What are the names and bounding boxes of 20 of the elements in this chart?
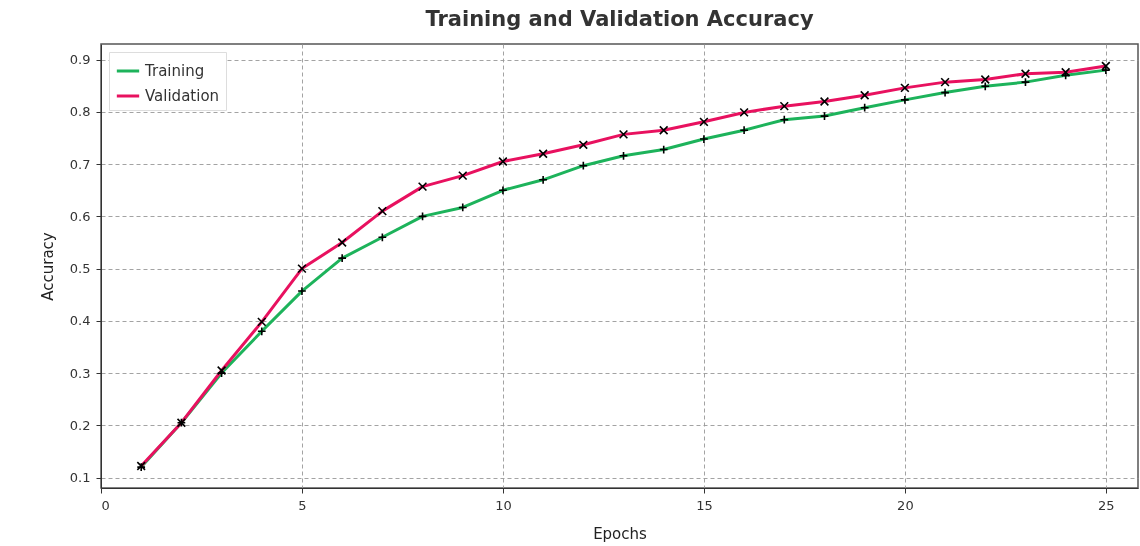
x-tick-label: 15 bbox=[696, 497, 713, 513]
y-tick-label: 0.2 bbox=[69, 417, 91, 433]
legend-label: Validation bbox=[145, 87, 220, 105]
x-tick-label: 5 bbox=[298, 497, 307, 513]
x-tick-label: 0 bbox=[101, 497, 110, 513]
y-tick-label: 0.8 bbox=[69, 104, 91, 120]
x-tick-label: 20 bbox=[897, 497, 914, 513]
chart-title: Training and Validation Accuracy bbox=[425, 7, 814, 31]
y-tick-label: 0.4 bbox=[69, 313, 91, 329]
x-axis-title: Epochs bbox=[593, 524, 648, 543]
x-tick-label: 25 bbox=[1098, 497, 1115, 513]
x-tick-label: 10 bbox=[495, 497, 512, 513]
y-axis-title: Accuracy bbox=[38, 232, 57, 301]
y-tick-label: 0.1 bbox=[69, 470, 91, 486]
y-tick-label: 0.7 bbox=[69, 156, 91, 172]
y-tick-label: 0.3 bbox=[69, 365, 91, 381]
y-tick-label: 0.9 bbox=[69, 52, 91, 68]
legend-label: Training bbox=[144, 62, 205, 80]
y-tick-label: 0.6 bbox=[69, 208, 91, 224]
y-tick-label: 0.5 bbox=[69, 261, 91, 277]
